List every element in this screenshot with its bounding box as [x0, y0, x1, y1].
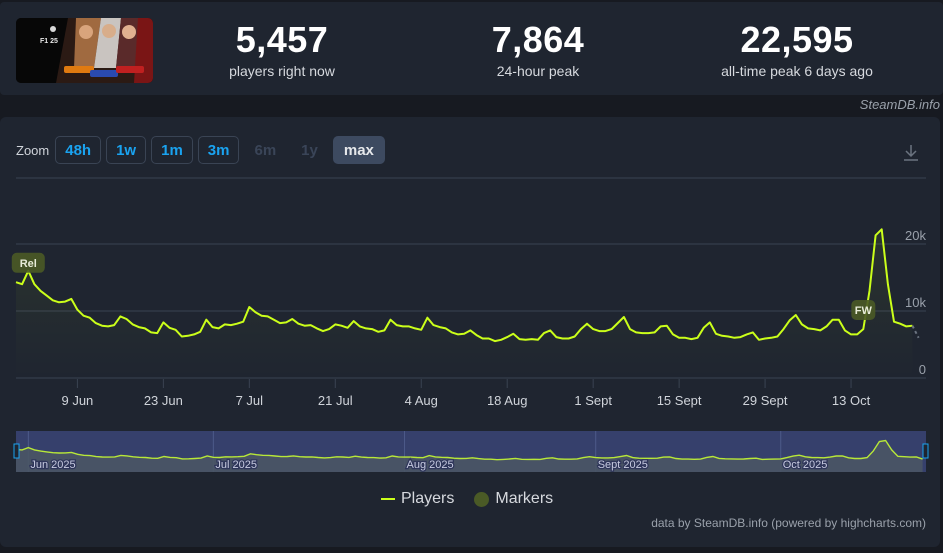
navigator-area	[16, 440, 923, 472]
players-line-incomplete	[911, 325, 920, 339]
zoom-label: Zoom	[16, 142, 50, 158]
players-legend-line-icon	[381, 498, 395, 500]
svg-text:0: 0	[919, 362, 926, 377]
players-area	[16, 229, 913, 378]
game-thumbnail[interactable]: F1 25	[16, 18, 153, 83]
players-line[interactable]	[15, 228, 913, 343]
zoom-1m-button[interactable]: 1m	[151, 136, 193, 164]
svg-text:4 Aug: 4 Aug	[405, 393, 438, 408]
legend-markers[interactable]: Markers	[495, 490, 554, 507]
x-axis: 9 Jun 23 Jun 7 Jul 21 Jul 4 Aug 18 Aug 1 Sept 1…	[61, 379, 871, 408]
peak-24h-value: 7,864	[491, 19, 585, 60]
svg-text:Aug 2025: Aug 2025	[407, 459, 454, 471]
chart-legend: Players Markers	[381, 490, 553, 508]
svg-text:Oct 2025: Oct 2025	[783, 459, 828, 471]
markers-legend-dot-icon	[474, 491, 490, 507]
player-count-chart[interactable]: 9 Jun 23 Jun 7 Jul 21 Jul 4 Aug 18 Aug 1 Sept 1…	[0, 170, 943, 480]
svg-text:Jun 2025: Jun 2025	[30, 459, 75, 471]
all-time-peak-value: 22,595	[740, 19, 854, 60]
stat-24h-peak: 7,864 24-hour peak	[474, 20, 602, 80]
zoom-max-button[interactable]: max	[332, 136, 385, 164]
steamdb-credit[interactable]: SteamDB.info	[859, 97, 940, 112]
zoom-3m-button[interactable]: 3m	[197, 136, 240, 164]
svg-text:13 Oct: 13 Oct	[832, 393, 871, 408]
game-banner-image: F1 25	[16, 18, 153, 83]
svg-text:23 Jun: 23 Jun	[144, 393, 183, 408]
stats-panel: F1 25 5,457 players right now 7,864 24-h…	[0, 2, 943, 95]
navigator[interactable]: Jun 2025 Jul 2025 Aug 2025 Sept 2025 Oct 202…	[13, 431, 929, 473]
current-players-value: 5,457	[235, 19, 329, 60]
navigator-right-handle[interactable]	[922, 443, 929, 459]
chart-markers: Rel FW	[11, 252, 876, 320]
svg-text:15 Sept: 15 Sept	[657, 393, 702, 408]
svg-text:29 Sept: 29 Sept	[743, 393, 788, 408]
svg-text:Jul 2025: Jul 2025	[215, 459, 257, 471]
stat-all-time-peak: 22,595 all-time peak 6 days ago	[702, 20, 892, 80]
svg-text:10k: 10k	[905, 295, 926, 310]
svg-text:FW: FW	[855, 305, 873, 317]
legend-players[interactable]: Players	[401, 490, 455, 507]
svg-text:21 Jul: 21 Jul	[318, 393, 353, 408]
data-credit[interactable]: data by SteamDB.info (powered by highcha…	[651, 516, 926, 530]
navigator-line	[15, 439, 923, 461]
current-players-label: players right now	[229, 63, 335, 79]
zoom-6m-button: 6m	[254, 141, 277, 159]
svg-text:18 Aug: 18 Aug	[487, 393, 528, 408]
navigator-labels: Jun 2025 Jul 2025 Aug 2025 Sept 2025 Oct 202…	[29, 458, 829, 473]
zoom-1w-button[interactable]: 1w	[106, 136, 147, 164]
svg-text:20k: 20k	[905, 228, 926, 243]
svg-text:9 Jun: 9 Jun	[61, 393, 93, 408]
all-time-peak-label: all-time peak 6 days ago	[721, 63, 873, 79]
download-button[interactable]	[901, 143, 921, 163]
peak-24h-label: 24-hour peak	[496, 63, 580, 79]
navigator-left-handle[interactable]	[13, 443, 20, 459]
svg-text:Rel: Rel	[20, 258, 37, 270]
svg-text:Sept 2025: Sept 2025	[598, 459, 648, 471]
svg-text:7 Jul: 7 Jul	[236, 393, 264, 408]
svg-text:1 Sept: 1 Sept	[574, 393, 612, 408]
zoom-selector: Zoom 48h 1w 1m 3m 6m 1y max	[16, 136, 390, 164]
svg-text:F1 25: F1 25	[40, 38, 58, 45]
y-axis: 0 10k 20k	[905, 228, 926, 377]
zoom-48h-button[interactable]: 48h	[55, 136, 102, 164]
zoom-1y-button: 1y	[301, 141, 318, 159]
download-icon	[904, 145, 918, 161]
stat-current-players: 5,457 players right now	[208, 20, 356, 80]
